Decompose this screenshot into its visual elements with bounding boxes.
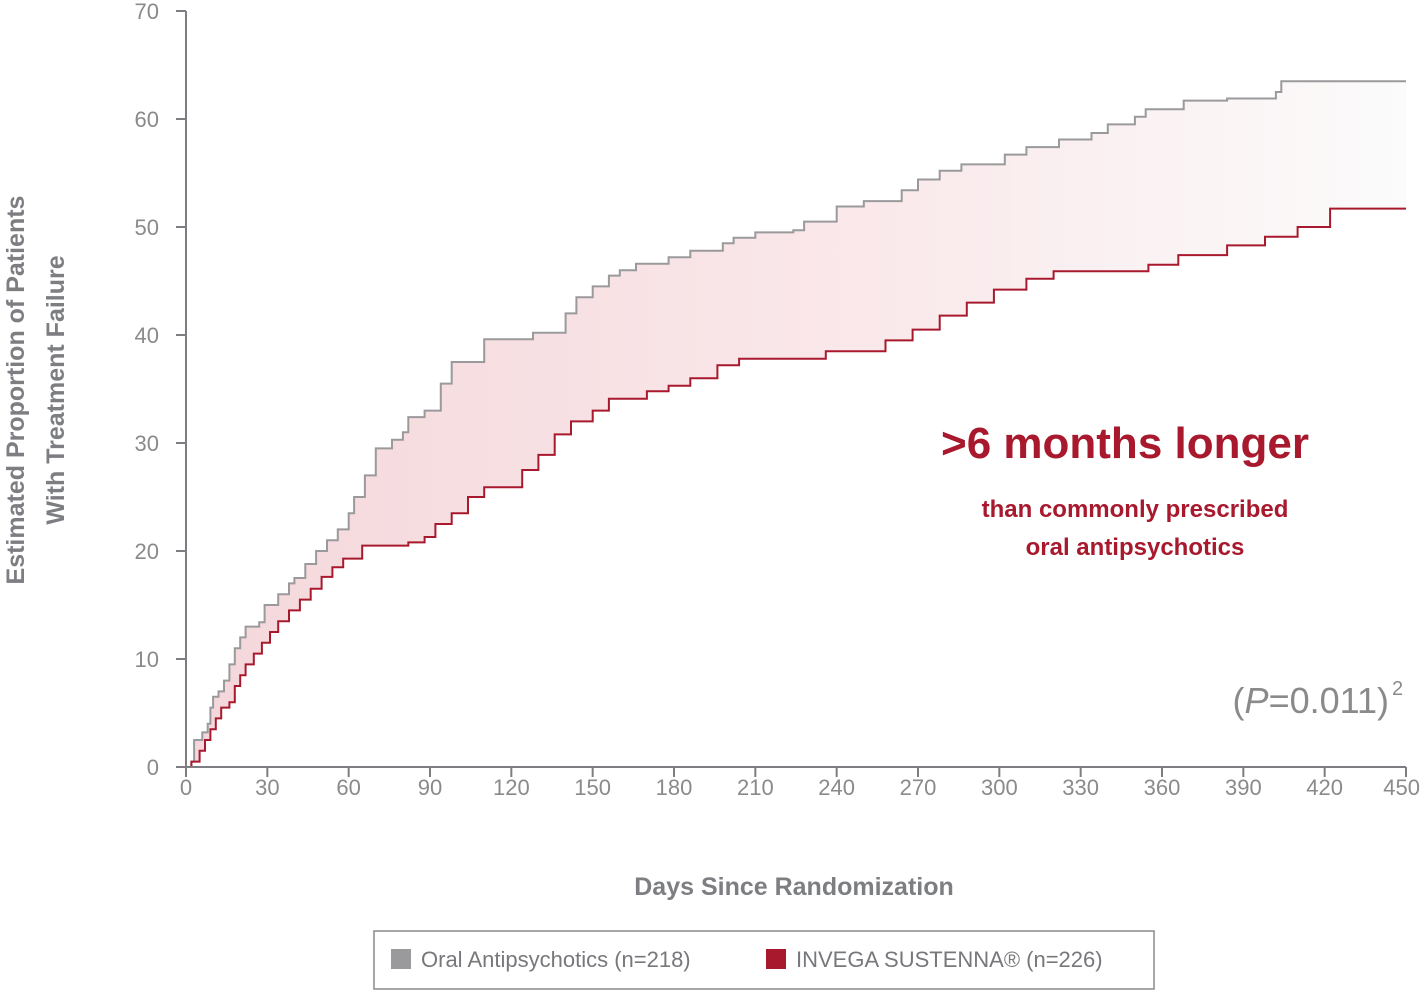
p-value-superscript: 2	[1392, 678, 1403, 700]
legend-label-oral: Oral Antipsychotics (n=218)	[421, 947, 691, 972]
p-value-rest: =0.011)	[1269, 680, 1389, 721]
y-axis-title-line-1: Estimated Proportion of Patients	[2, 196, 30, 585]
difference-shaded-region	[186, 81, 1406, 767]
y-tick-label: 60	[135, 107, 159, 132]
y-axis-ticks: 0 10 20 30 40 50 60 70	[135, 0, 186, 780]
x-tick-label: 330	[1062, 775, 1099, 800]
x-tick-label: 390	[1225, 775, 1262, 800]
x-tick-label: 300	[981, 775, 1018, 800]
annotation-subline-2: oral antipsychotics	[1026, 534, 1245, 561]
p-value-p: P	[1245, 680, 1269, 721]
x-tick-label: 210	[737, 775, 774, 800]
legend-swatch-oral	[391, 949, 411, 969]
p-value-open: (	[1233, 680, 1245, 721]
y-tick-label: 20	[135, 539, 159, 564]
y-tick-label: 70	[135, 0, 159, 24]
x-tick-label: 450	[1383, 775, 1420, 800]
p-value-label: (P=0.011)	[1233, 680, 1389, 721]
x-tick-label: 270	[900, 775, 937, 800]
legend-swatch-invega	[766, 949, 786, 969]
x-tick-label: 120	[493, 775, 530, 800]
y-axis-title-line-2: With Treatment Failure	[42, 255, 70, 524]
x-tick-label: 90	[418, 775, 442, 800]
invega-sustenna-line	[186, 207, 1406, 768]
annotation-headline: >6 months longer	[941, 419, 1309, 468]
x-tick-label: 180	[656, 775, 693, 800]
y-tick-label: 30	[135, 431, 159, 456]
x-tick-label: 30	[255, 775, 279, 800]
y-tick-label: 10	[135, 647, 159, 672]
legend: Oral Antipsychotics (n=218) INVEGA SUSTE…	[373, 930, 1155, 990]
x-tick-label: 60	[336, 775, 360, 800]
x-tick-label: 150	[574, 775, 611, 800]
oral-antipsychotics-line	[186, 80, 1406, 768]
x-tick-label: 0	[180, 775, 192, 800]
x-tick-label: 240	[818, 775, 855, 800]
x-tick-label: 360	[1144, 775, 1181, 800]
x-axis-ticks: 0 30 60 90 120 150 180 210 240 270 300 330 360 390 420…	[180, 767, 1420, 800]
y-tick-label: 0	[147, 755, 159, 780]
legend-label-invega: INVEGA SUSTENNA® (n=226)	[796, 947, 1103, 972]
x-tick-label: 420	[1306, 775, 1343, 800]
legend-box	[373, 930, 1155, 990]
y-tick-label: 40	[135, 323, 159, 348]
annotation-subline-1: than commonly prescribed	[982, 496, 1289, 523]
y-tick-label: 50	[135, 215, 159, 240]
x-axis-title: Days Since Randomization	[634, 873, 954, 901]
